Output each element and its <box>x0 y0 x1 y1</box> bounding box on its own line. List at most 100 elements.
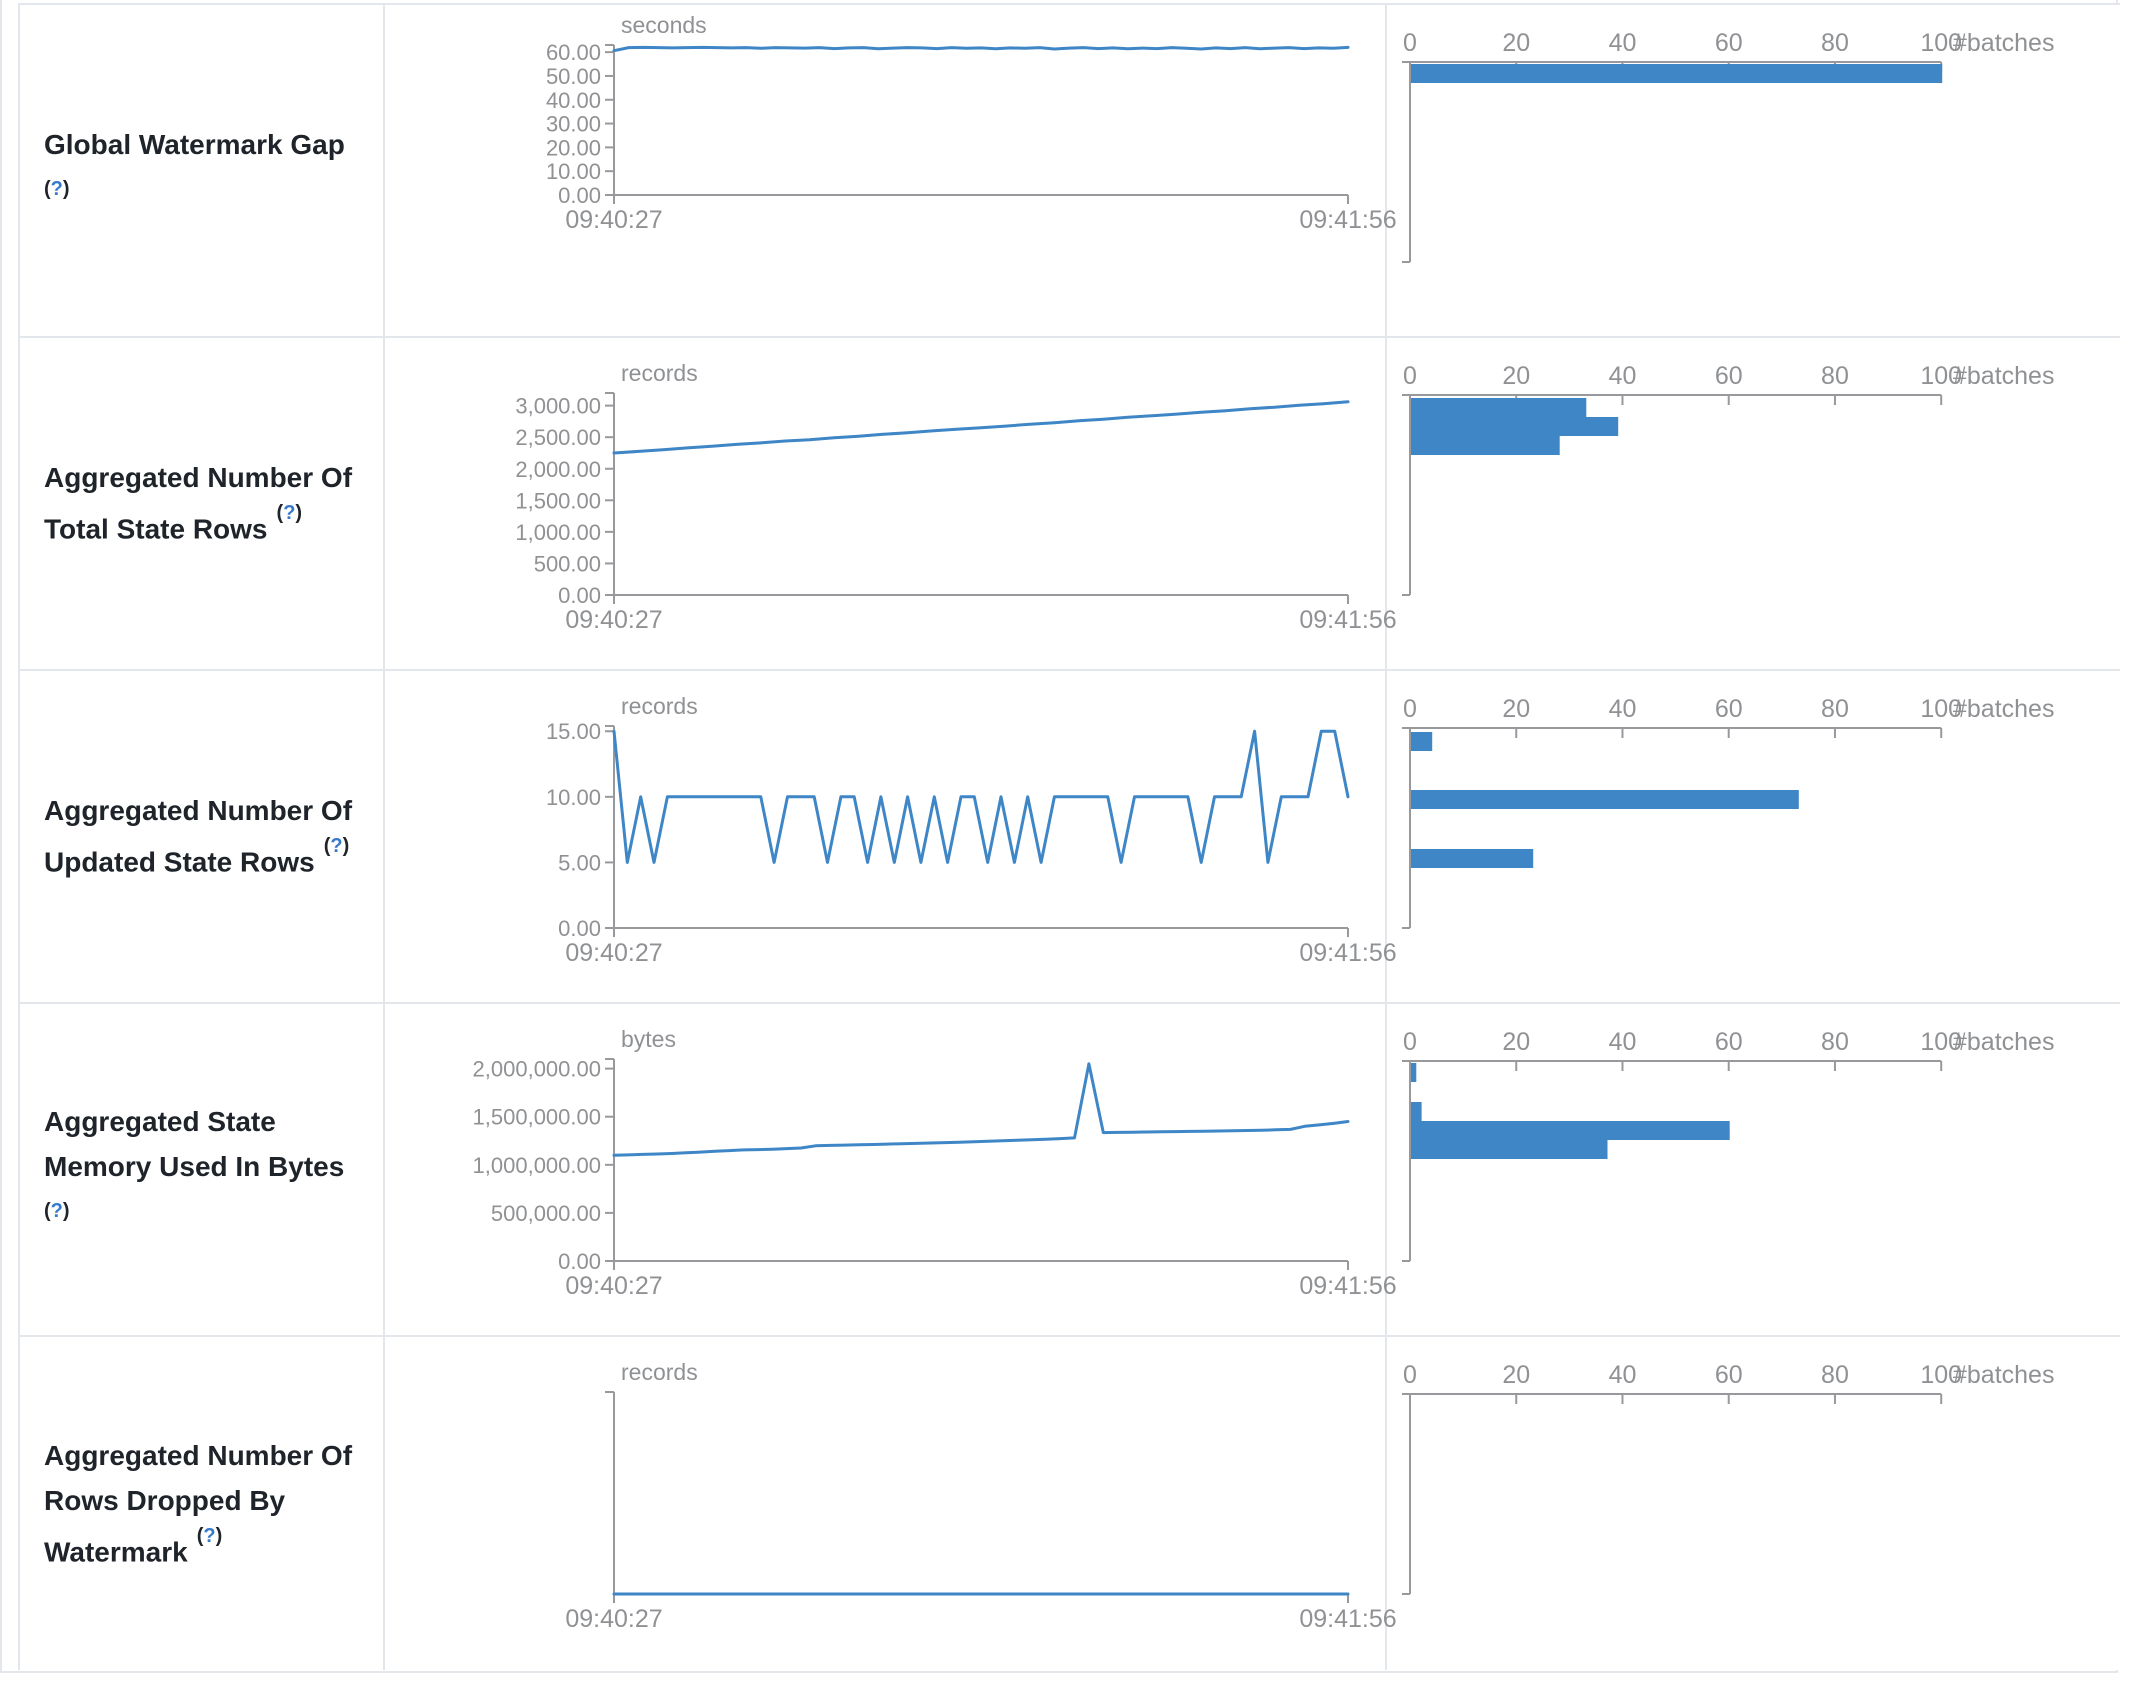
y-axis-unit-label: records <box>621 693 698 719</box>
metric-label-line: Aggregated State <box>44 1099 373 1144</box>
y-axis-unit-label: records <box>621 360 698 386</box>
metric-row: Global Watermark Gap (?) seconds 60.00 50.00… <box>20 5 2120 338</box>
histogram-x-tick-label: 0 <box>1403 695 1417 723</box>
metric-label-line: Watermark (?) <box>44 1523 373 1574</box>
timeline-cell: records 09:40:27 09:41:56 <box>385 1337 1397 1670</box>
histogram-x-tick-label: 20 <box>1502 29 1530 57</box>
help-question-mark: ? <box>50 1199 63 1222</box>
timeline-cell: bytes 2,000,000.00 1,500,000.00 1,000,000.0… <box>385 1004 1397 1335</box>
y-axis-tick-label: 500.00 <box>534 551 601 576</box>
histogram-x-tick-label: 0 <box>1403 362 1417 390</box>
metric-label-line: (?) <box>44 1189 373 1240</box>
y-axis-tick-label: 10.00 <box>546 785 601 810</box>
histogram-cell: 0 20 40 60 80 100 #batches <box>1387 671 2120 1002</box>
batches-axis-label: #batches <box>1953 1028 2054 1056</box>
timeline-cell: records 15.00 10.00 5.00 0.00 09:40:27 09:41:5… <box>385 671 1397 1002</box>
histogram-x-tick-label: 100 <box>1920 695 1962 723</box>
help-question-mark: ? <box>330 835 343 858</box>
histogram-x-tick-label: 0 <box>1403 29 1417 57</box>
metric-line <box>612 1062 1350 1157</box>
metric-label: Aggregated Number Of Updated State Rows (?… <box>20 671 385 1002</box>
histogram-bar <box>1411 1121 1730 1140</box>
y-axis-tick-label: 40.00 <box>546 88 601 113</box>
y-axis-tick-label: 60.00 <box>546 40 601 65</box>
timeline-cell: records 3,000.00 2,500.00 2,000.00 1,500.00 1… <box>385 338 1397 669</box>
histogram-x-tick-label: 40 <box>1609 1028 1637 1056</box>
y-axis-tick-label: 2,500.00 <box>515 425 601 450</box>
metric-label-text: Rows Dropped By <box>44 1484 286 1516</box>
histogram-x-tick-label: 20 <box>1502 695 1530 723</box>
help-link[interactable]: (?) <box>197 1525 223 1547</box>
timeline-cell: seconds 60.00 50.00 40.00 30.00 20.00 10.00 0.0… <box>385 5 1397 336</box>
y-axis-tick-label: 2,000.00 <box>515 457 601 482</box>
x-axis-end-label: 09:41:56 <box>1299 1605 1396 1633</box>
y-axis-tick-label: 30.00 <box>546 112 601 137</box>
timeline-chart: bytes 2,000,000.00 1,500,000.00 1,000,000.0… <box>473 1026 1397 1300</box>
metric-label: Aggregated State Memory Used In Bytes (?) <box>20 1004 385 1335</box>
histogram-x-tick-label: 60 <box>1715 1361 1743 1389</box>
y-axis-tick-label: 1,500,000.00 <box>473 1105 601 1130</box>
histogram-x-tick-label: 80 <box>1821 1028 1849 1056</box>
metric-label-text: Updated State Rows <box>44 846 315 878</box>
y-axis-tick-label: 1,000.00 <box>515 520 601 545</box>
help-paren: ( <box>44 178 51 201</box>
help-paren: ) <box>215 1524 223 1547</box>
histogram-bar <box>1411 1102 1422 1121</box>
x-axis-end-label: 09:41:56 <box>1299 1272 1396 1300</box>
help-link[interactable]: (?) <box>324 835 350 857</box>
x-axis-end-label: 09:41:56 <box>1299 606 1396 634</box>
y-axis-unit-label: bytes <box>621 1026 676 1052</box>
histogram-x-tick-label: 40 <box>1609 1361 1637 1389</box>
help-paren: ) <box>62 178 70 201</box>
metric-label-text: Global Watermark Gap <box>44 129 345 161</box>
histogram-bar <box>1411 436 1560 455</box>
y-axis-tick-label: 2,000,000.00 <box>473 1057 601 1082</box>
x-axis-end-label: 09:41:56 <box>1299 939 1396 967</box>
y-axis-tick-label: 0.00 <box>558 183 601 208</box>
metric-label-text: Total State Rows <box>44 513 268 545</box>
histogram-x-tick-label: 20 <box>1502 1361 1530 1389</box>
histogram-x-tick-label: 100 <box>1920 1361 1962 1389</box>
x-axis-start-label: 09:40:27 <box>565 1272 662 1300</box>
help-link[interactable]: (?) <box>44 1200 70 1222</box>
metric-label: Global Watermark Gap (?) <box>20 5 385 336</box>
metric-label-line: Total State Rows (?) <box>44 500 373 551</box>
histogram-chart: 0 20 40 60 80 100#batches <box>1402 1361 2054 1595</box>
help-paren: ) <box>295 502 303 525</box>
histogram-x-tick-label: 0 <box>1403 1028 1417 1056</box>
help-paren: ) <box>62 1199 70 1222</box>
help-paren: ) <box>342 835 350 858</box>
histogram-x-tick-label: 40 <box>1609 362 1637 390</box>
batches-axis-label: #batches <box>1953 29 2054 57</box>
histogram-x-tick-label: 60 <box>1715 695 1743 723</box>
histogram-x-tick-label: 40 <box>1609 29 1637 57</box>
help-paren: ( <box>276 502 284 525</box>
histogram-bar <box>1411 398 1587 417</box>
histogram-x-tick-label: 100 <box>1920 29 1962 57</box>
help-link[interactable]: (?) <box>277 502 303 524</box>
y-axis-tick-label: 0.00 <box>558 1249 601 1274</box>
histogram-chart: 0 20 40 60 80 100#batches <box>1402 29 2054 263</box>
x-axis-start-label: 09:40:27 <box>565 606 662 634</box>
metric-label-line: Aggregated Number Of <box>44 1433 373 1478</box>
batches-axis-label: #batches <box>1953 1361 2054 1389</box>
histogram-x-tick-label: 60 <box>1715 1028 1743 1056</box>
help-paren: ( <box>196 1524 204 1547</box>
histogram-bar <box>1411 732 1433 751</box>
y-axis-unit-label: seconds <box>621 12 707 38</box>
timeline-chart: records 3,000.00 2,500.00 2,000.00 1,500.00 1… <box>515 360 1396 634</box>
metric-row: Aggregated Number Of Updated State Rows (?… <box>20 671 2120 1004</box>
histogram-x-tick-label: 100 <box>1920 362 1962 390</box>
timeline-chart: seconds 60.0050.0040.0030.0020.0010.000.0… <box>546 12 1397 234</box>
histogram-bar <box>1411 1140 1608 1159</box>
histogram-chart: 0 20 40 60 80 100#batches <box>1402 695 2054 929</box>
metric-label-line: Global Watermark Gap <box>44 122 373 167</box>
help-question-mark: ? <box>50 178 63 201</box>
histogram-x-tick-label: 0 <box>1403 1361 1417 1389</box>
metric-label-line: Memory Used In Bytes <box>44 1144 373 1189</box>
y-axis-tick-label: 15.00 <box>546 719 601 744</box>
help-link[interactable]: (?) <box>44 178 70 200</box>
x-axis-start-label: 09:40:27 <box>565 1605 662 1633</box>
